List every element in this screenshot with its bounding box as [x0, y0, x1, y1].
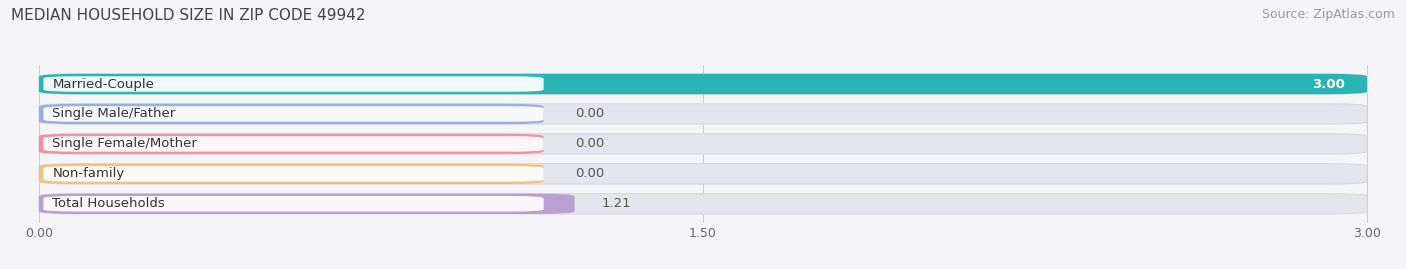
FancyBboxPatch shape: [44, 136, 544, 152]
Text: MEDIAN HOUSEHOLD SIZE IN ZIP CODE 49942: MEDIAN HOUSEHOLD SIZE IN ZIP CODE 49942: [11, 8, 366, 23]
FancyBboxPatch shape: [39, 194, 575, 214]
Text: 1.21: 1.21: [602, 197, 631, 210]
Text: Single Female/Mother: Single Female/Mother: [52, 137, 197, 150]
FancyBboxPatch shape: [44, 76, 544, 92]
Text: Total Households: Total Households: [52, 197, 165, 210]
FancyBboxPatch shape: [44, 196, 544, 211]
FancyBboxPatch shape: [39, 164, 1367, 184]
FancyBboxPatch shape: [39, 134, 544, 154]
FancyBboxPatch shape: [39, 74, 1367, 94]
FancyBboxPatch shape: [44, 166, 544, 182]
Text: Married-Couple: Married-Couple: [52, 77, 155, 91]
FancyBboxPatch shape: [39, 164, 544, 184]
Text: Non-family: Non-family: [52, 167, 125, 180]
Text: 0.00: 0.00: [575, 108, 605, 121]
Text: 3.00: 3.00: [1312, 77, 1346, 91]
Text: 0.00: 0.00: [575, 167, 605, 180]
Text: Single Male/Father: Single Male/Father: [52, 108, 176, 121]
FancyBboxPatch shape: [39, 74, 1367, 94]
FancyBboxPatch shape: [39, 194, 1367, 214]
FancyBboxPatch shape: [39, 134, 1367, 154]
Text: Source: ZipAtlas.com: Source: ZipAtlas.com: [1261, 8, 1395, 21]
FancyBboxPatch shape: [39, 104, 1367, 124]
FancyBboxPatch shape: [44, 106, 544, 122]
FancyBboxPatch shape: [39, 104, 544, 124]
Text: 0.00: 0.00: [575, 137, 605, 150]
